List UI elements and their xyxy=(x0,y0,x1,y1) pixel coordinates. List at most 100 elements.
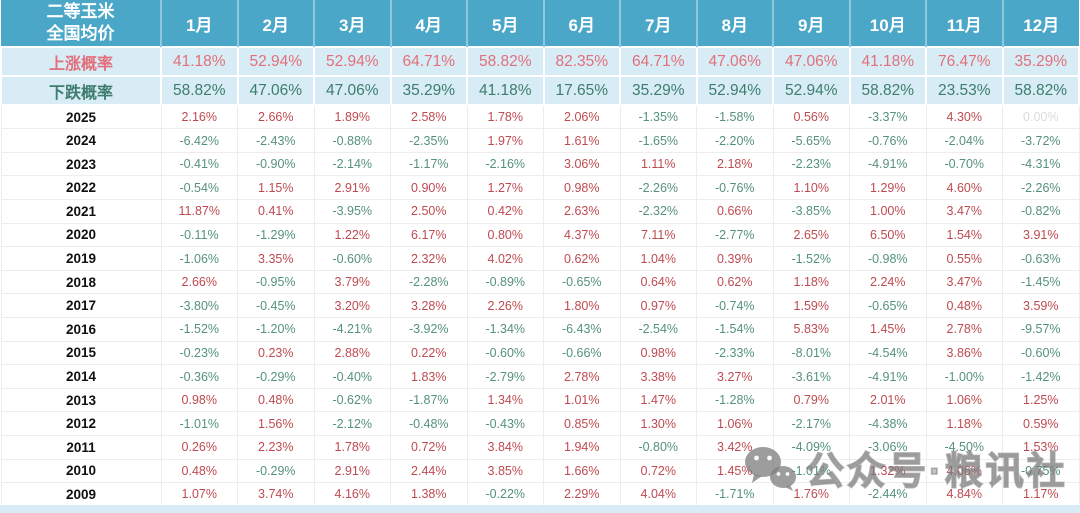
value-cell: -2.77% xyxy=(696,222,774,248)
probability-cell: 52.94% xyxy=(695,75,774,107)
value-cell: 1.97% xyxy=(466,128,544,153)
year-label: 2022 xyxy=(0,175,162,201)
value-cell: 1.22% xyxy=(313,222,391,248)
value-cell: 0.79% xyxy=(772,387,850,413)
value-cell: 0.59% xyxy=(1002,411,1080,436)
month-header: 2月 xyxy=(236,0,314,48)
year-label: 2021 xyxy=(0,199,162,224)
value-cell: 4.06% xyxy=(925,458,1003,484)
value-cell: -2.26% xyxy=(619,175,697,201)
value-cell: -0.22% xyxy=(466,482,544,507)
value-cell: 0.85% xyxy=(543,411,621,436)
probability-cell: 82.35% xyxy=(542,46,621,78)
value-cell: 3.85% xyxy=(466,458,544,484)
value-cell: -0.43% xyxy=(466,411,544,436)
value-cell: 2.50% xyxy=(390,199,468,224)
value-cell: 2.91% xyxy=(313,458,391,484)
value-cell: -2.12% xyxy=(313,411,391,436)
value-cell: 2.63% xyxy=(543,199,621,224)
value-cell: 1.29% xyxy=(849,175,927,201)
value-cell: 3.47% xyxy=(925,199,1003,224)
value-cell: -4.38% xyxy=(849,411,927,436)
value-cell: -0.41% xyxy=(160,151,238,177)
value-cell: 1.45% xyxy=(849,317,927,342)
value-cell: -1.71% xyxy=(696,482,774,507)
value-cell: 0.64% xyxy=(619,269,697,295)
value-cell: -1.06% xyxy=(160,246,238,271)
probability-cell: 35.29% xyxy=(619,75,698,107)
value-cell: 0.80% xyxy=(466,222,544,248)
year-label: 2010 xyxy=(0,458,162,484)
value-cell: 1.07% xyxy=(160,482,238,507)
value-cell: -0.88% xyxy=(313,128,391,153)
value-cell: -4.91% xyxy=(849,364,927,389)
year-label: 2018 xyxy=(0,269,162,295)
value-cell: -1.34% xyxy=(466,317,544,342)
year-row: 2018 2.66% -0.95% 3.79% -2.28% -0.89% -0.65% 0.… xyxy=(0,269,1080,295)
corner-title-line2: 全国均价 xyxy=(46,24,115,44)
value-cell: -2.17% xyxy=(772,411,850,436)
table-corner-header: 二等玉米 全国均价 xyxy=(1,0,161,48)
value-cell: -3.95% xyxy=(313,199,391,224)
value-cell: 1.32% xyxy=(849,458,927,484)
value-cell: -4.21% xyxy=(313,317,391,342)
value-cell: 1.89% xyxy=(313,104,391,130)
value-cell: -3.85% xyxy=(772,199,850,224)
year-row: 2019 -1.06% 3.35% -0.60% 2.32% 4.02% 0.62% 1.04… xyxy=(0,246,1080,271)
value-cell: 3.91% xyxy=(1002,222,1080,248)
value-cell: 4.04% xyxy=(619,482,697,507)
year-label: 2019 xyxy=(0,246,162,271)
probability-cell: 64.71% xyxy=(389,46,468,78)
value-cell: -1.17% xyxy=(390,151,468,177)
value-cell: 0.72% xyxy=(619,458,697,484)
value-cell: 1.11% xyxy=(619,151,697,177)
probability-label: 下跌概率 xyxy=(0,75,162,107)
value-cell: -0.82% xyxy=(1002,199,1080,224)
value-cell: -0.48% xyxy=(390,411,468,436)
value-cell: -4.31% xyxy=(1002,151,1080,177)
month-header: 3月 xyxy=(313,0,391,48)
value-cell: 7.11% xyxy=(619,222,697,248)
year-label: 2024 xyxy=(0,128,162,153)
value-cell: 3.20% xyxy=(313,293,391,319)
value-cell: 1.34% xyxy=(466,387,544,413)
month-header: 9月 xyxy=(772,0,850,48)
value-cell: -0.40% xyxy=(313,364,391,389)
value-cell: -3.06% xyxy=(849,435,927,460)
value-cell: 1.56% xyxy=(237,411,315,436)
value-cell: 2.23% xyxy=(237,435,315,460)
month-header: 5月 xyxy=(466,0,544,48)
value-cell: -2.28% xyxy=(390,269,468,295)
year-label: 2014 xyxy=(0,364,162,389)
value-cell: -4.09% xyxy=(772,435,850,460)
value-cell: -0.95% xyxy=(237,269,315,295)
year-label: 2012 xyxy=(0,411,162,436)
value-cell: 0.00% xyxy=(1002,104,1080,130)
year-label: 2025 xyxy=(0,104,162,130)
value-cell: -2.33% xyxy=(696,340,774,366)
year-row: 2016 -1.52% -1.20% -4.21% -3.92% -1.34% -6.43%… xyxy=(0,317,1080,342)
year-row: 2024 -6.42% -2.43% -0.88% -2.35% 1.97% 1.61% -1… xyxy=(0,128,1080,153)
value-cell: 1.78% xyxy=(313,435,391,460)
value-cell: -1.28% xyxy=(696,387,774,413)
probability-cell: 58.82% xyxy=(1001,75,1080,107)
value-cell: -1.65% xyxy=(619,128,697,153)
value-cell: 0.98% xyxy=(543,175,621,201)
value-cell: 6.17% xyxy=(390,222,468,248)
value-cell: -1.45% xyxy=(1002,269,1080,295)
value-cell: 1.30% xyxy=(619,411,697,436)
value-cell: 2.24% xyxy=(849,269,927,295)
probability-cell: 64.71% xyxy=(619,46,698,78)
probability-cell: 58.82% xyxy=(160,75,239,107)
value-cell: 1.53% xyxy=(1002,435,1080,460)
year-row: 2025 2.16% 2.66% 1.89% 2.58% 1.78% 2.06% -1.35%… xyxy=(0,104,1080,130)
value-cell: -0.98% xyxy=(849,246,927,271)
value-cell: 1.54% xyxy=(925,222,1003,248)
year-row: 2014 -0.36% -0.29% -0.40% 1.83% -2.79% 2.78% 3.… xyxy=(0,364,1080,389)
probability-cell: 35.29% xyxy=(1001,46,1080,78)
probability-label: 上涨概率 xyxy=(0,46,162,78)
probability-cell: 47.06% xyxy=(313,75,392,107)
value-cell: -1.54% xyxy=(696,317,774,342)
value-cell: 1.47% xyxy=(619,387,697,413)
value-cell: 2.78% xyxy=(543,364,621,389)
